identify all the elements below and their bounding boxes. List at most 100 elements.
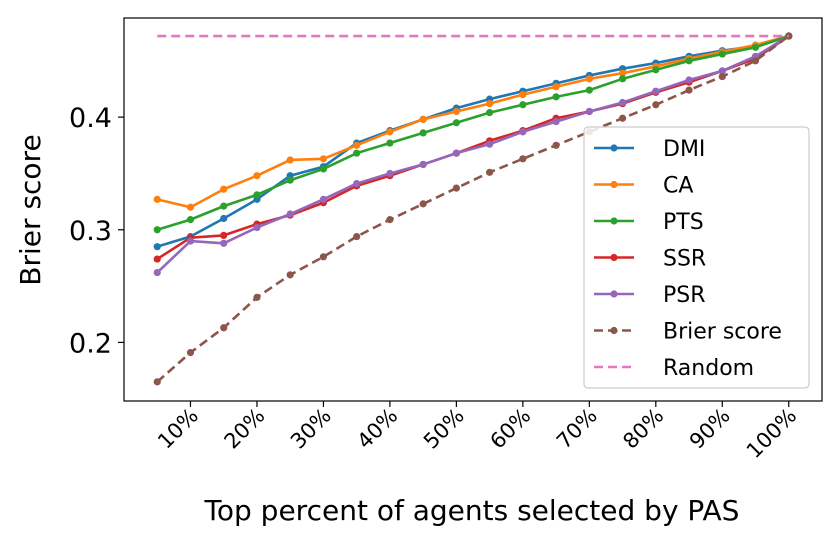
- data-point-pts: [186, 216, 195, 224]
- data-point-pts: [419, 129, 427, 137]
- data-point-ca: [319, 155, 328, 163]
- data-point-ca: [153, 195, 161, 203]
- x-tick-label: 80%: [618, 404, 668, 454]
- data-point-ca: [585, 75, 593, 83]
- data-point-pts: [585, 86, 593, 94]
- legend-label-ssr: SSR: [663, 247, 706, 272]
- data-point-brier-score: [718, 72, 726, 81]
- series-line-brier-score: [156, 34, 790, 383]
- data-point-psr: [618, 98, 627, 107]
- data-point-ca: [452, 107, 460, 116]
- series-line-pts: [156, 34, 790, 232]
- data-point-ca: [353, 141, 361, 149]
- legend-marker-brier-score: [610, 326, 618, 335]
- data-point-pts: [353, 149, 361, 157]
- data-point-psr: [585, 107, 593, 116]
- legend-item-brier-score: Brier score: [594, 320, 782, 345]
- data-point-pts: [452, 119, 460, 127]
- data-point-ca: [419, 115, 427, 123]
- data-point-ssr: [153, 255, 161, 263]
- data-point-brier-score: [486, 168, 494, 176]
- data-point-psr: [286, 210, 294, 218]
- data-point-pts: [652, 66, 660, 74]
- data-point-ca: [386, 128, 394, 136]
- series-line-psr: [156, 34, 790, 274]
- data-point-pts: [386, 139, 394, 147]
- x-tick-label: 20%: [220, 404, 270, 454]
- legend-label-dmi: DMI: [663, 137, 705, 162]
- legend-item-random: Random: [594, 356, 754, 381]
- data-point-ca: [253, 172, 261, 180]
- data-point-psr: [685, 76, 693, 84]
- data-point-ca: [552, 83, 560, 91]
- data-point-brier-score: [353, 232, 361, 241]
- data-point-ca: [519, 91, 527, 99]
- data-point-pts: [718, 50, 726, 58]
- data-point-pts: [220, 202, 228, 210]
- data-point-pts: [552, 93, 560, 101]
- data-point-psr: [153, 268, 161, 277]
- legend-label-brier-score: Brier score: [663, 320, 782, 345]
- legend-marker-dmi: [610, 144, 618, 152]
- series-line-dmi: [156, 34, 790, 248]
- data-point-ca: [186, 203, 195, 211]
- data-point-brier-score: [685, 86, 693, 94]
- data-point-brier-score: [618, 114, 627, 122]
- legend-item-pts: PTS: [594, 210, 704, 235]
- legend: DMI CA PTS SSR PSR Brier score Random: [583, 126, 810, 389]
- data-point-brier-score: [386, 216, 394, 224]
- data-point-brier-score: [186, 348, 195, 357]
- data-point-psr: [353, 179, 361, 188]
- data-point-pts: [286, 176, 294, 184]
- data-point-psr: [319, 195, 328, 203]
- series-pts: [153, 32, 793, 234]
- y-axis-title: Brier score: [14, 134, 47, 285]
- data-point-pts: [751, 43, 760, 51]
- x-tick-label: 100%: [742, 404, 801, 463]
- x-tick-label: 90%: [685, 404, 735, 454]
- legend-label-random: Random: [663, 356, 754, 381]
- x-tick-label: 30%: [286, 404, 336, 454]
- data-point-brier-score: [419, 200, 427, 208]
- x-tick-label: 10%: [153, 404, 203, 454]
- data-point-ca: [486, 100, 494, 108]
- legend-marker-ca: [610, 180, 618, 189]
- data-point-psr: [452, 149, 460, 157]
- data-point-psr: [519, 128, 527, 136]
- data-point-pts: [153, 226, 161, 234]
- plot-area-frame: [123, 17, 823, 402]
- series-line-ca: [156, 34, 790, 209]
- legend-box: [583, 126, 810, 389]
- legend-item-dmi: DMI: [594, 137, 705, 162]
- data-point-ca: [220, 185, 228, 193]
- data-point-brier-score: [220, 324, 228, 332]
- data-point-brier-score: [153, 378, 161, 386]
- data-point-psr: [386, 169, 394, 178]
- data-point-pts: [519, 101, 527, 109]
- legend-item-ssr: SSR: [594, 247, 706, 272]
- data-point-psr: [552, 118, 560, 126]
- y-tick-label: 0.3: [69, 216, 112, 247]
- data-point-psr: [652, 87, 660, 95]
- data-point-pts: [486, 109, 494, 117]
- x-tick-label: 60%: [485, 404, 535, 454]
- series-line-ssr: [156, 34, 790, 261]
- legend-label-psr: PSR: [663, 283, 706, 308]
- data-point-ca: [286, 156, 294, 164]
- data-point-brier-score: [286, 271, 294, 279]
- legend-label-ca: CA: [663, 174, 693, 199]
- legend-label-pts: PTS: [663, 210, 704, 235]
- data-point-pts: [618, 75, 627, 83]
- x-tick-label: 70%: [552, 404, 602, 454]
- legend-item-ca: CA: [594, 174, 693, 199]
- data-point-brier-score: [253, 293, 261, 301]
- legend-item-psr: PSR: [594, 283, 706, 308]
- y-tick-label: 0.4: [69, 103, 112, 134]
- series-ca: [153, 32, 793, 211]
- data-point-brier-score: [652, 101, 660, 109]
- data-point-psr: [718, 67, 726, 75]
- data-point-dmi: [153, 243, 161, 251]
- legend-marker-pts: [610, 217, 618, 225]
- data-point-psr: [419, 160, 427, 169]
